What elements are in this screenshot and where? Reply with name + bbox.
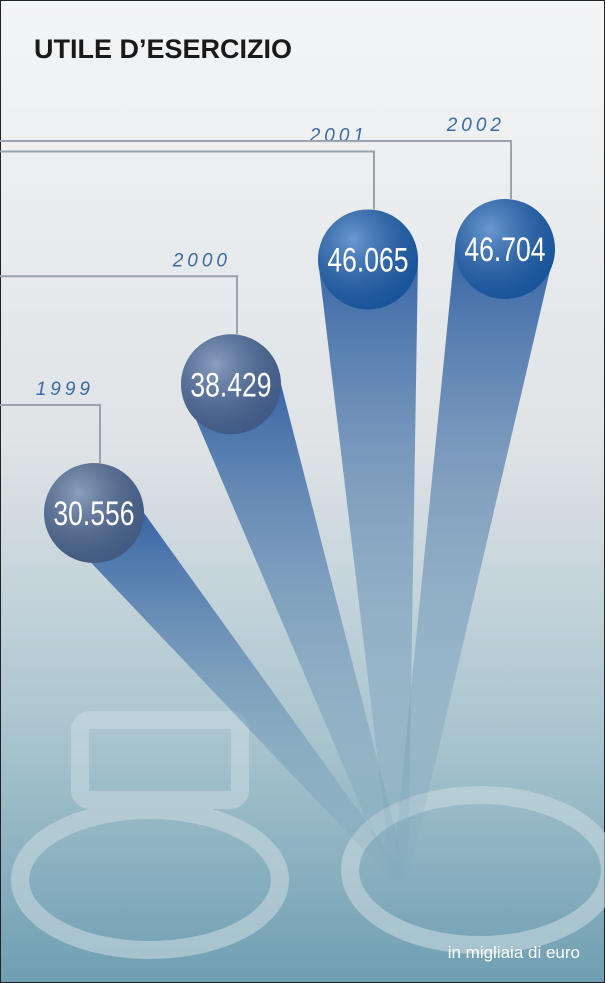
year-label: 1999 [36, 379, 94, 400]
year-label: 2001 [309, 125, 368, 146]
value-label: 30.556 [53, 495, 134, 533]
year-label: 2000 [172, 250, 231, 271]
value-label: 38.429 [190, 366, 271, 404]
note: in migliaia di euro [448, 943, 580, 962]
chart-title: UTILE D’ESERCIZIO [34, 34, 292, 64]
chart: 1999 30.556 2000 38.429 2001 46.065 2002 46.704… [0, 0, 605, 983]
value-label: 46.065 [327, 241, 408, 279]
value-label: 46.704 [464, 231, 545, 269]
year-label: 2002 [446, 115, 505, 136]
